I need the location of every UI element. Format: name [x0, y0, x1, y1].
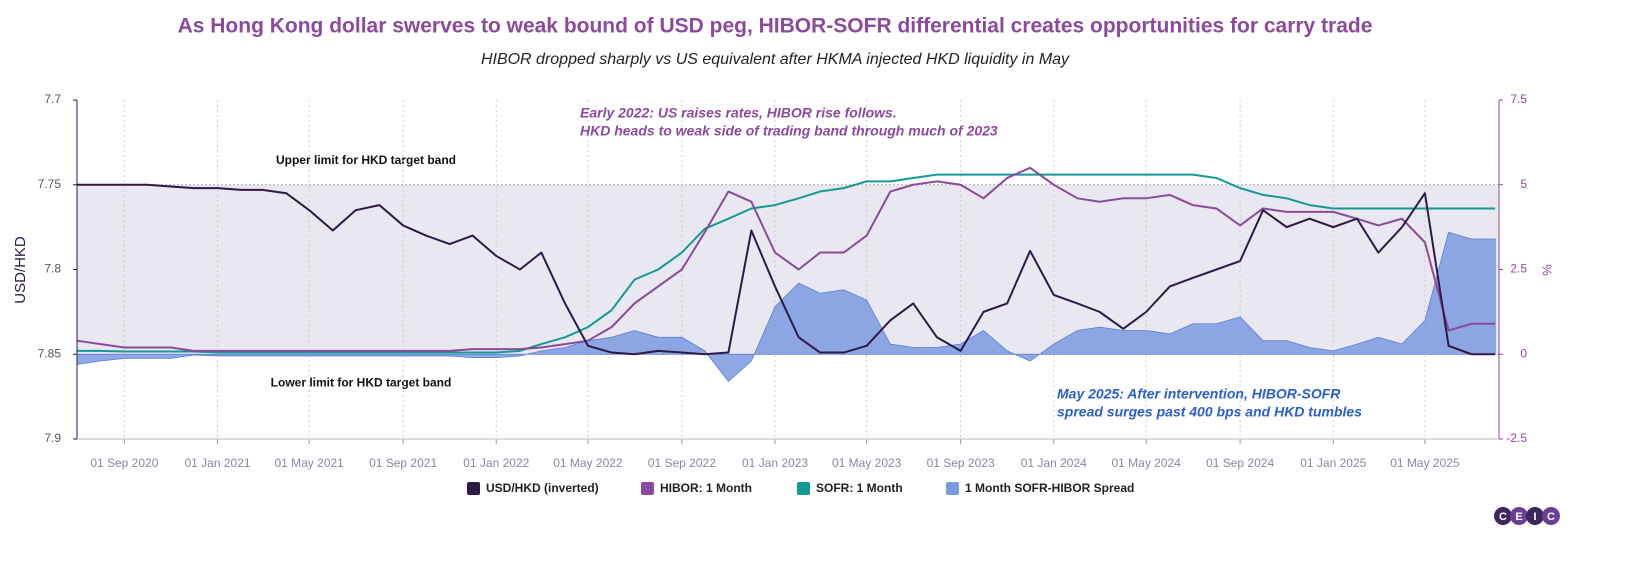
x-tick-label: 01 Sep 2023	[927, 456, 995, 470]
band-label: Upper limit for HKD target band	[276, 153, 456, 167]
legend-label: USD/HKD (inverted)	[486, 481, 599, 495]
y-tick-label: 7.7	[44, 92, 61, 106]
series-line	[76, 166, 1496, 352]
y-tick-label: 7.9	[44, 431, 61, 445]
spread-area	[76, 231, 1496, 382]
y2-tick-label: 5	[1520, 177, 1527, 191]
legend-swatch	[467, 482, 480, 495]
logo-circle	[1542, 507, 1560, 525]
logo-letter: C	[1547, 511, 1555, 523]
x-tick-label: 01 May 2022	[553, 456, 623, 470]
logo-circle	[1510, 507, 1528, 525]
x-tick-label: 01 Jan 2022	[463, 456, 529, 470]
logo-circle	[1494, 507, 1512, 525]
y2-axis-label: %	[1540, 264, 1555, 276]
x-tick-label: 01 Sep 2020	[90, 456, 158, 470]
logo-letter: I	[1533, 511, 1536, 523]
annotation: May 2025: After intervention, HIBOR-SOFR	[1057, 386, 1341, 402]
legend-swatch	[797, 482, 810, 495]
x-tick-label: 01 May 2025	[1390, 456, 1460, 470]
series-line	[77, 173, 1496, 354]
y-axis-label: USD/HKD	[12, 236, 29, 304]
annotation: HKD heads to weak side of trading band t…	[580, 123, 998, 139]
y2-tick-label: 0	[1520, 346, 1527, 360]
legend-label: HIBOR: 1 Month	[660, 481, 752, 495]
legend-swatch	[641, 482, 654, 495]
band-label: Lower limit for HKD target band	[271, 375, 452, 389]
x-tick-label: 01 Sep 2022	[648, 456, 716, 470]
y2-tick-label: 2.5	[1510, 262, 1527, 276]
y2-tick-label: 7.5	[1510, 92, 1527, 106]
logo-letter: C	[1499, 511, 1507, 523]
legend-label: SOFR: 1 Month	[816, 481, 903, 495]
annotation: Early 2022: US raises rates, HIBOR rise …	[580, 105, 897, 121]
x-tick-label: 01 May 2021	[274, 456, 344, 470]
chart-subtitle: HIBOR dropped sharply vs US equivalent a…	[481, 51, 1070, 68]
y2-tick-label: -2.5	[1506, 431, 1527, 445]
x-tick-label: 01 Jan 2021	[184, 456, 250, 470]
chart-title: As Hong Kong dollar swerves to weak boun…	[178, 15, 1373, 38]
x-tick-label: 01 Jan 2024	[1021, 456, 1087, 470]
x-tick-label: 01 Sep 2024	[1206, 456, 1274, 470]
x-tick-label: 01 Jan 2025	[1300, 456, 1366, 470]
x-tick-label: 01 May 2024	[1111, 456, 1181, 470]
y-tick-label: 7.8	[44, 262, 61, 276]
y-tick-label: 7.75	[38, 177, 62, 191]
logo-letter: E	[1515, 511, 1522, 523]
legend-label: 1 Month SOFR-HIBOR Spread	[965, 481, 1134, 495]
legend-swatch	[946, 482, 959, 495]
x-tick-label: 01 May 2023	[832, 456, 902, 470]
logo-circle	[1526, 507, 1544, 525]
series-line	[77, 183, 1496, 356]
x-tick-label: 01 Jan 2023	[742, 456, 808, 470]
x-tick-label: 01 Sep 2021	[369, 456, 437, 470]
annotation: spread surges past 400 bps and HKD tumbl…	[1057, 404, 1362, 420]
y-tick-label: 7.85	[38, 346, 62, 360]
